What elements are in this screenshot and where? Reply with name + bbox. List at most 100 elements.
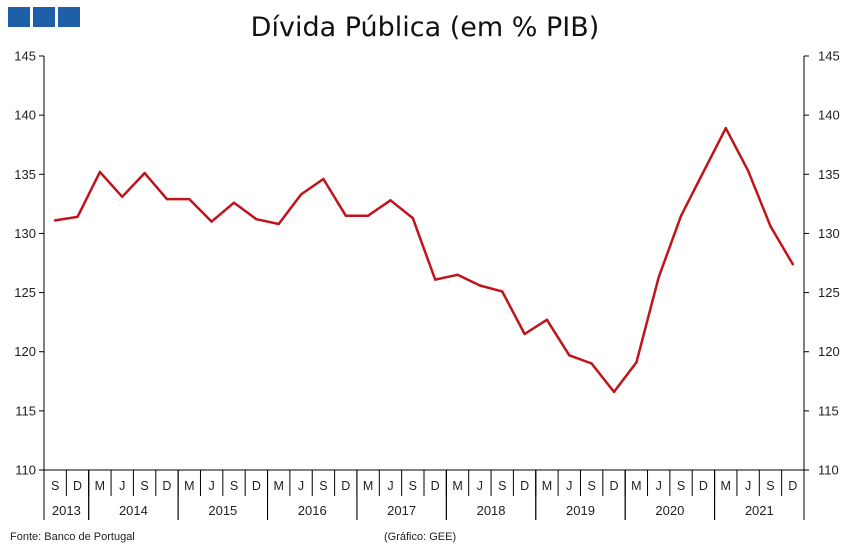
x-tick-label: J xyxy=(298,479,304,493)
data-point xyxy=(121,195,124,198)
x-tick-label: D xyxy=(341,479,350,493)
year-label: 2015 xyxy=(208,503,237,518)
x-tick-label: S xyxy=(498,479,506,493)
data-point xyxy=(769,225,772,228)
y-tick-label-right: 120 xyxy=(818,344,840,359)
data-point xyxy=(702,170,705,174)
data-point xyxy=(746,169,750,172)
x-tick-label: D xyxy=(252,479,261,493)
x-tick-label: S xyxy=(409,479,417,493)
y-tick-label-right: 125 xyxy=(818,285,840,300)
logo-square-2 xyxy=(33,7,55,27)
data-point xyxy=(255,218,258,221)
year-label: 2019 xyxy=(566,503,595,518)
data-point xyxy=(456,273,459,277)
x-tick-label: M xyxy=(542,479,552,493)
data-point xyxy=(411,216,415,220)
x-tick-label: J xyxy=(566,479,572,493)
x-tick-label: M xyxy=(273,479,283,493)
y-tick-label-left: 140 xyxy=(14,108,36,123)
y-tick-label-left: 110 xyxy=(15,463,36,478)
y-tick-label-right: 115 xyxy=(818,403,839,418)
x-tick-label: S xyxy=(230,479,238,493)
x-tick-label: D xyxy=(520,479,529,493)
x-tick-label: S xyxy=(51,479,59,493)
y-tick-label-right: 130 xyxy=(818,226,840,241)
data-point xyxy=(478,284,482,287)
year-label: 2018 xyxy=(477,503,506,518)
data-point xyxy=(657,275,660,279)
x-tick-label: M xyxy=(363,479,373,493)
data-point xyxy=(679,214,683,217)
source-note: Fonte: Banco de Portugal xyxy=(10,531,135,543)
credit-note: (Gráfico: GEE) xyxy=(384,531,457,543)
data-point xyxy=(635,361,638,364)
data-point xyxy=(523,332,526,336)
x-tick-label: S xyxy=(766,479,774,493)
x-tick-label: M xyxy=(452,479,462,493)
logo-square-1 xyxy=(8,7,30,27)
chart-title: Dívida Pública (em % PIB) xyxy=(250,12,600,43)
y-tick-label-left: 130 xyxy=(14,226,36,241)
year-label: 2013 xyxy=(52,503,81,518)
y-tick-label-left: 125 xyxy=(14,285,36,300)
data-point xyxy=(612,390,616,394)
data-point xyxy=(590,362,593,365)
data-point xyxy=(433,278,437,281)
logo-square-3 xyxy=(58,7,80,27)
x-tick-label: J xyxy=(209,479,215,493)
x-tick-label: M xyxy=(631,479,641,493)
data-point xyxy=(366,214,370,217)
data-point xyxy=(568,354,571,357)
year-label: 2021 xyxy=(745,503,774,518)
y-tick-label-right: 145 xyxy=(818,49,840,64)
data-point xyxy=(791,262,795,266)
x-tick-label: J xyxy=(745,479,751,493)
x-tick-label: J xyxy=(477,479,483,493)
year-label: 2020 xyxy=(655,503,684,518)
y-tick-label-right: 135 xyxy=(818,167,840,182)
x-tick-label: M xyxy=(184,479,194,493)
data-point xyxy=(545,318,549,321)
x-tick-label: D xyxy=(788,479,797,493)
x-tick-label: J xyxy=(656,479,662,493)
data-point xyxy=(389,199,392,202)
x-tick-label: M xyxy=(721,479,731,493)
data-point xyxy=(53,219,57,222)
x-tick-label: S xyxy=(319,479,327,493)
data-point xyxy=(165,197,169,201)
data-point xyxy=(277,222,280,226)
x-tick-label: S xyxy=(140,479,148,493)
x-tick-label: S xyxy=(677,479,685,493)
x-tick-label: S xyxy=(587,479,595,493)
data-point xyxy=(724,126,727,130)
data-point xyxy=(344,214,347,217)
y-tick-label-left: 120 xyxy=(14,344,36,359)
x-tick-label: D xyxy=(162,479,171,493)
y-tick-label-left: 115 xyxy=(15,403,36,418)
data-point xyxy=(76,215,79,219)
x-tick-label: D xyxy=(699,479,708,493)
x-tick-label: M xyxy=(95,479,105,493)
y-tick-label-left: 135 xyxy=(14,167,36,182)
data-point xyxy=(143,171,146,175)
data-point xyxy=(98,170,102,174)
y-tick-label-right: 110 xyxy=(818,463,839,478)
data-point xyxy=(322,177,325,181)
x-tick-label: D xyxy=(73,479,82,493)
data-point xyxy=(501,290,504,293)
x-tick-label: J xyxy=(387,479,393,493)
year-label: 2014 xyxy=(119,503,148,518)
data-point xyxy=(210,220,213,223)
data-point xyxy=(188,197,191,201)
x-tick-label: D xyxy=(609,479,618,493)
x-tick-label: J xyxy=(119,479,125,493)
data-point xyxy=(299,193,303,196)
x-tick-label: D xyxy=(431,479,440,493)
year-label: 2017 xyxy=(387,503,416,518)
debt-series-line xyxy=(53,126,795,394)
year-label: 2016 xyxy=(298,503,327,518)
y-tick-label-left: 145 xyxy=(14,49,36,64)
data-point xyxy=(232,201,236,204)
